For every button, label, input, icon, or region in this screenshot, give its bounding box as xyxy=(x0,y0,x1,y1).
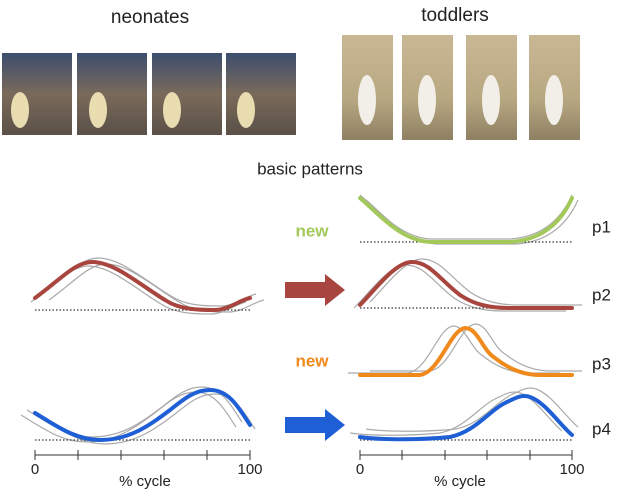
pattern-label: p3 xyxy=(592,354,611,373)
group-title: toddlers xyxy=(421,5,489,26)
group-title: neonates xyxy=(111,7,189,28)
axis-tick-label: 100 xyxy=(559,461,584,478)
toddler-photos xyxy=(342,35,580,140)
arrow xyxy=(285,274,345,306)
pattern-curve xyxy=(33,259,252,313)
axis-tick-label: 0 xyxy=(31,461,39,478)
x-axis xyxy=(34,450,251,460)
trials xyxy=(348,323,582,374)
pattern-curve xyxy=(358,325,574,377)
section-title: basic patterns xyxy=(257,159,363,178)
axis-tick-label: 0 xyxy=(356,461,364,478)
arrow xyxy=(285,409,345,441)
new-label: new xyxy=(295,351,329,370)
trials xyxy=(359,194,579,245)
x-axis xyxy=(359,450,573,460)
pattern-curve xyxy=(33,387,252,443)
pattern-label: p2 xyxy=(592,285,611,304)
axis-label: % cycle xyxy=(434,473,486,490)
pattern-label: p1 xyxy=(592,217,611,236)
pattern-curve xyxy=(358,196,574,244)
new-label: new xyxy=(295,221,329,240)
pattern-curve xyxy=(358,259,574,310)
trials xyxy=(353,258,582,312)
axis-label: % cycle xyxy=(119,473,171,490)
pattern-curve xyxy=(358,393,574,442)
neonate-photos xyxy=(2,53,296,135)
trials xyxy=(20,386,256,445)
axis-tick-label: 100 xyxy=(237,461,262,478)
pattern-label: p4 xyxy=(592,419,611,438)
trials xyxy=(349,387,579,436)
